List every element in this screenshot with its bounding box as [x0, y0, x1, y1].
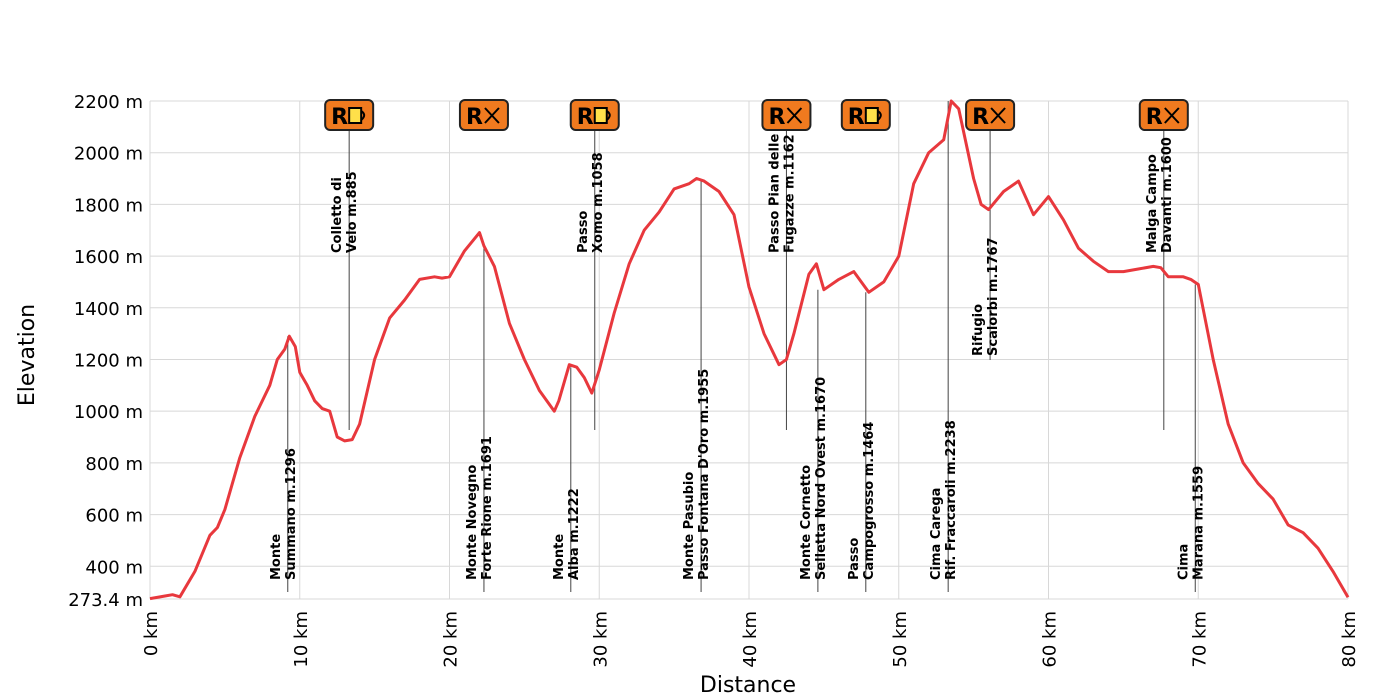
y-tick-label: 2200 m [74, 92, 143, 113]
poi-label-line: Fugazze m.1162 [782, 134, 797, 253]
y-tick-label: 400 m [85, 557, 143, 578]
badge-letter: R [331, 105, 348, 130]
refuge-badge: R [569, 99, 620, 131]
poi-label-line: Monte Pasubio [682, 472, 697, 580]
poi-label-line: Monte [269, 534, 284, 580]
x-tick-label: 0 km [141, 611, 162, 656]
elevation-line [149, 99, 1350, 601]
badge-letter: R [1146, 105, 1163, 130]
y-tick-label: 800 m [85, 454, 143, 475]
badge-letter: R [972, 105, 989, 130]
x-tick-label: 10 km [291, 611, 312, 668]
refuge-badge: R [840, 99, 891, 131]
mug-body [864, 107, 879, 124]
poi-label-line: Xomo m.1058 [591, 152, 606, 253]
x-tick-label: 60 km [1040, 611, 1061, 668]
badge-box [761, 99, 812, 131]
mug-body [348, 107, 363, 124]
y-tick-label: 1800 m [74, 195, 143, 216]
shelter-icon [348, 107, 366, 124]
poi-label-line: Davanti m.1600 [1160, 137, 1175, 253]
badge-letter: R [848, 105, 865, 130]
poi-markers [287, 101, 1196, 592]
fork-stroke [990, 107, 1006, 124]
refuge-badge: R [1138, 99, 1189, 131]
poi-label-line: Passo [847, 538, 862, 580]
restaurant-icon [1164, 107, 1180, 124]
y-tick-label: 1600 m [74, 247, 143, 268]
fork-stroke [1164, 107, 1180, 124]
fork-stroke [786, 107, 803, 124]
poi-label-line: Cima Carega [929, 488, 944, 580]
poi-label-line: Selletta Nord Ovest m.1670 [814, 377, 829, 580]
x-tick-label: 40 km [740, 611, 761, 668]
x-tick-label: 20 km [441, 611, 462, 668]
badge-box [965, 99, 1016, 131]
refuge-badge: R [761, 99, 812, 131]
x-axis-ticks: 0 km 10 km 20 km 30 km 40 km 50 km 60 km 70 km 8… [141, 611, 1360, 668]
mug-handle [360, 110, 366, 121]
poi-label-line: Campogrosso m.1464 [862, 422, 877, 580]
y-tick-label: 1200 m [74, 350, 143, 371]
y-tick-label: 2000 m [74, 144, 143, 165]
x-tick-label: 70 km [1189, 611, 1210, 668]
poi-label-line: Colletto di [330, 177, 345, 253]
poi-label-line: Summano m.1296 [284, 448, 299, 580]
badge-letter: R [466, 105, 483, 130]
poi-label-line: Forte Rione m.1691 [480, 436, 495, 580]
poi-label-line: Passo Fontana D'Oro m.1955 [697, 369, 712, 580]
x-axis-title: Distance [700, 673, 796, 698]
mug-handle [877, 110, 882, 121]
mug-body [593, 107, 608, 124]
poi-label-line: Marana m.1559 [1191, 466, 1206, 580]
mug-handle [606, 110, 611, 121]
poi-label-line: Rifugio [971, 304, 986, 356]
restaurant-icon [990, 107, 1006, 124]
shelter-icon [593, 107, 611, 124]
restaurant-icon [484, 107, 500, 124]
poi-label-line: Monte [552, 534, 567, 580]
y-tick-label: 1400 m [74, 299, 143, 320]
badge-box [1138, 99, 1189, 131]
y-tick-label: 1000 m [74, 402, 143, 423]
badge-box [458, 99, 509, 131]
poi-label-line: Velo m.885 [345, 171, 360, 253]
refuge-badge: R [458, 99, 509, 131]
refuge-badge: R [324, 99, 375, 131]
poi-label-line: Passo [576, 211, 591, 253]
refuge-badge: R [965, 99, 1016, 131]
poi-label-line: Passo Pian delle [767, 134, 782, 253]
poi-label-line: Malga Campo [1145, 154, 1160, 253]
x-tick-label: 30 km [590, 611, 611, 668]
y-axis-ticks: 2200 m 2000 m 1800 m 1600 m 1400 m 1200 m 1000… [68, 92, 143, 611]
y-tick-label: 273.4 m [68, 590, 143, 611]
poi-label-line: Cima [1176, 544, 1191, 580]
poi-label-line: Alba m.1222 [567, 488, 582, 580]
badge-letter: R [577, 105, 594, 130]
poi-label-line: Scalorbi m.1767 [986, 237, 1001, 356]
y-tick-label: 600 m [85, 506, 143, 527]
x-tick-label: 80 km [1339, 611, 1360, 668]
y-axis-title: Elevation [15, 304, 40, 406]
poi-label-line: Rif. Fraccaroli m.2238 [944, 420, 959, 580]
restaurant-icon [786, 107, 803, 124]
fork-stroke [484, 107, 500, 124]
shelter-icon [864, 107, 882, 124]
poi-label-line: Monte Novegno [465, 465, 480, 580]
x-tick-label: 50 km [890, 611, 911, 668]
badge-letter: R [768, 105, 785, 130]
poi-label-line: Monte Cornetto [799, 465, 814, 580]
